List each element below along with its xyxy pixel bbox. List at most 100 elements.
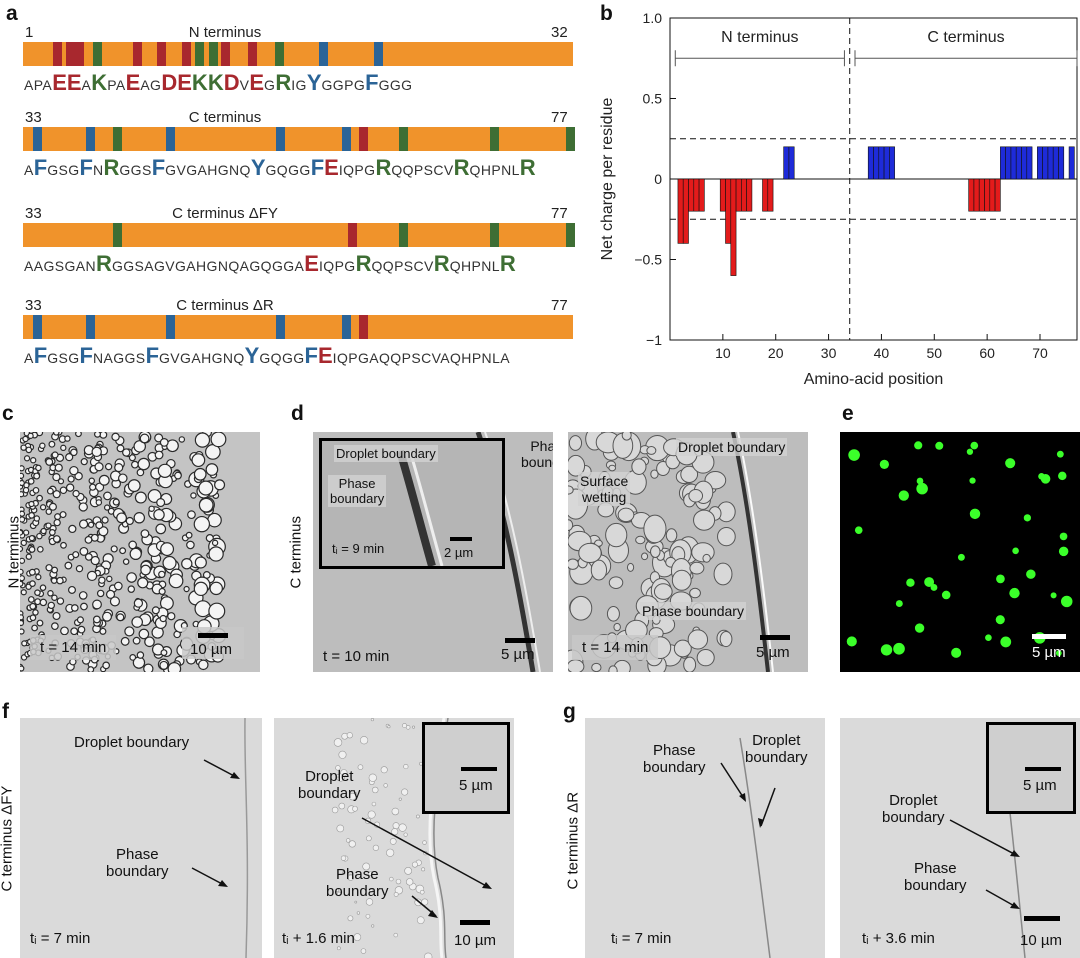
- wetting-droplet: [569, 595, 593, 621]
- droplet: [138, 628, 150, 640]
- faint-droplet: [405, 725, 411, 730]
- droplet: [98, 474, 110, 486]
- residue-mark: [132, 42, 142, 66]
- bar-positive: [1047, 146, 1054, 180]
- residue-token: V: [239, 77, 250, 93]
- faint-droplet: [389, 876, 394, 882]
- droplet: [68, 524, 77, 534]
- faint-droplet: [368, 871, 373, 876]
- residue-token: GSG: [47, 162, 80, 178]
- fluorescent-droplet: [893, 642, 905, 655]
- panel-g-label: g: [563, 700, 576, 723]
- residue-mark: [181, 42, 191, 66]
- bar-negative: [767, 178, 774, 212]
- faint-droplet: [365, 913, 371, 919]
- sequence-bar-2: [23, 223, 576, 247]
- panel-d-right-scale-label: 5 µm: [756, 644, 790, 661]
- droplet: [151, 606, 160, 615]
- bar-positive: [867, 146, 874, 180]
- droplet: [193, 467, 207, 481]
- residue-token: GGSAGVGAHGNQAGQGGA: [111, 258, 305, 274]
- sequence-title: N terminus: [188, 24, 262, 41]
- droplet: [159, 437, 169, 447]
- fluorescent-droplet: [880, 644, 893, 656]
- residue-token: APA: [24, 77, 53, 93]
- faint-droplet: [383, 783, 388, 788]
- droplet: [143, 663, 154, 672]
- panel-d-left-scale-label: 5 µm: [501, 646, 535, 663]
- droplet: [33, 515, 41, 522]
- panel-f-left-micrograph: Droplet boundary Phase boundary tᵢ = 7 m…: [20, 718, 262, 958]
- fluorescent-droplet: [854, 526, 863, 534]
- droplet: [114, 462, 124, 473]
- residue-token: AG: [140, 77, 162, 93]
- droplet: [84, 535, 93, 544]
- droplet: [72, 551, 80, 559]
- residue-token: GQGG: [259, 350, 305, 366]
- panel-d-right-micrograph: Droplet boundary Surface wetting Phase b…: [568, 432, 808, 672]
- wetting-droplet: [617, 507, 635, 523]
- bar-negative: [973, 178, 980, 212]
- sequence-end-number: 77: [551, 109, 568, 126]
- fluorescent-droplet: [1058, 546, 1069, 557]
- droplet: [160, 542, 175, 557]
- residue-mark: [86, 315, 96, 339]
- residue-mark: [490, 223, 500, 247]
- droplet: [35, 573, 42, 581]
- droplet: [205, 463, 219, 476]
- droplet: [133, 598, 144, 608]
- panel-f-inset-scale-label: 5 µm: [459, 777, 493, 794]
- panel-g-left-micrograph: Phase boundary Droplet boundary tᵢ = 7 m…: [585, 718, 825, 958]
- droplet: [178, 436, 186, 443]
- residue-token: F: [304, 343, 318, 368]
- faint-droplet: [412, 725, 416, 729]
- droplet: [51, 451, 59, 459]
- residue-token: F: [33, 155, 48, 180]
- droplet: [39, 504, 47, 511]
- droplet: [53, 432, 60, 436]
- fluorescent-droplet: [969, 508, 981, 520]
- droplet: [36, 619, 44, 627]
- droplet: [20, 580, 24, 587]
- residue-token: E: [249, 70, 265, 95]
- bar-negative: [693, 178, 700, 212]
- residue-token: QHPNL: [469, 162, 520, 178]
- panel-c-scale-bar: [198, 633, 228, 638]
- droplet: [131, 460, 139, 469]
- residue-mark: [112, 223, 122, 247]
- residue-token: GGS: [119, 162, 152, 178]
- panel-e-label: e: [842, 402, 854, 425]
- bar-negative: [719, 178, 726, 212]
- wetting-droplet: [568, 454, 586, 477]
- droplet: [20, 589, 27, 596]
- fluorescent-droplet: [916, 482, 928, 495]
- panel-g-right-phase-boundary: Phase boundary: [904, 860, 967, 894]
- panel-g-left-phase-boundary: Phase boundary: [643, 742, 706, 776]
- droplet: [137, 457, 151, 471]
- droplet: [52, 611, 61, 621]
- faint-droplet: [389, 838, 397, 845]
- sequence-text: AAGSGANRGGSAGVGAHGNQAGQGGAEIQPGRQQPSCVRQ…: [24, 251, 516, 277]
- faint-droplet: [402, 723, 407, 729]
- droplet: [78, 591, 88, 600]
- panel-g-side-label: C terminus ΔR: [564, 791, 582, 890]
- droplet: [140, 564, 151, 576]
- droplet: [20, 557, 26, 564]
- wetting-droplet: [665, 528, 678, 543]
- panel-g-inset-scale-bar: [1025, 767, 1061, 771]
- bar-negative: [698, 178, 705, 212]
- droplet: [60, 541, 67, 549]
- droplet: [28, 546, 36, 553]
- panel-g-left-lines: [720, 737, 776, 958]
- fluorescent-droplet: [1058, 471, 1067, 481]
- droplet: [59, 486, 68, 495]
- residue-token: F: [310, 155, 325, 180]
- panel-d-right-droplet-boundary: Droplet boundary: [676, 438, 788, 456]
- faint-droplet: [359, 736, 369, 745]
- droplet: [89, 483, 97, 491]
- droplet: [54, 463, 63, 472]
- droplet: [20, 575, 26, 582]
- inset-droplet-boundary: Droplet boundary: [334, 445, 438, 462]
- residue-token: E: [324, 155, 339, 180]
- wetting-droplet: [568, 558, 579, 570]
